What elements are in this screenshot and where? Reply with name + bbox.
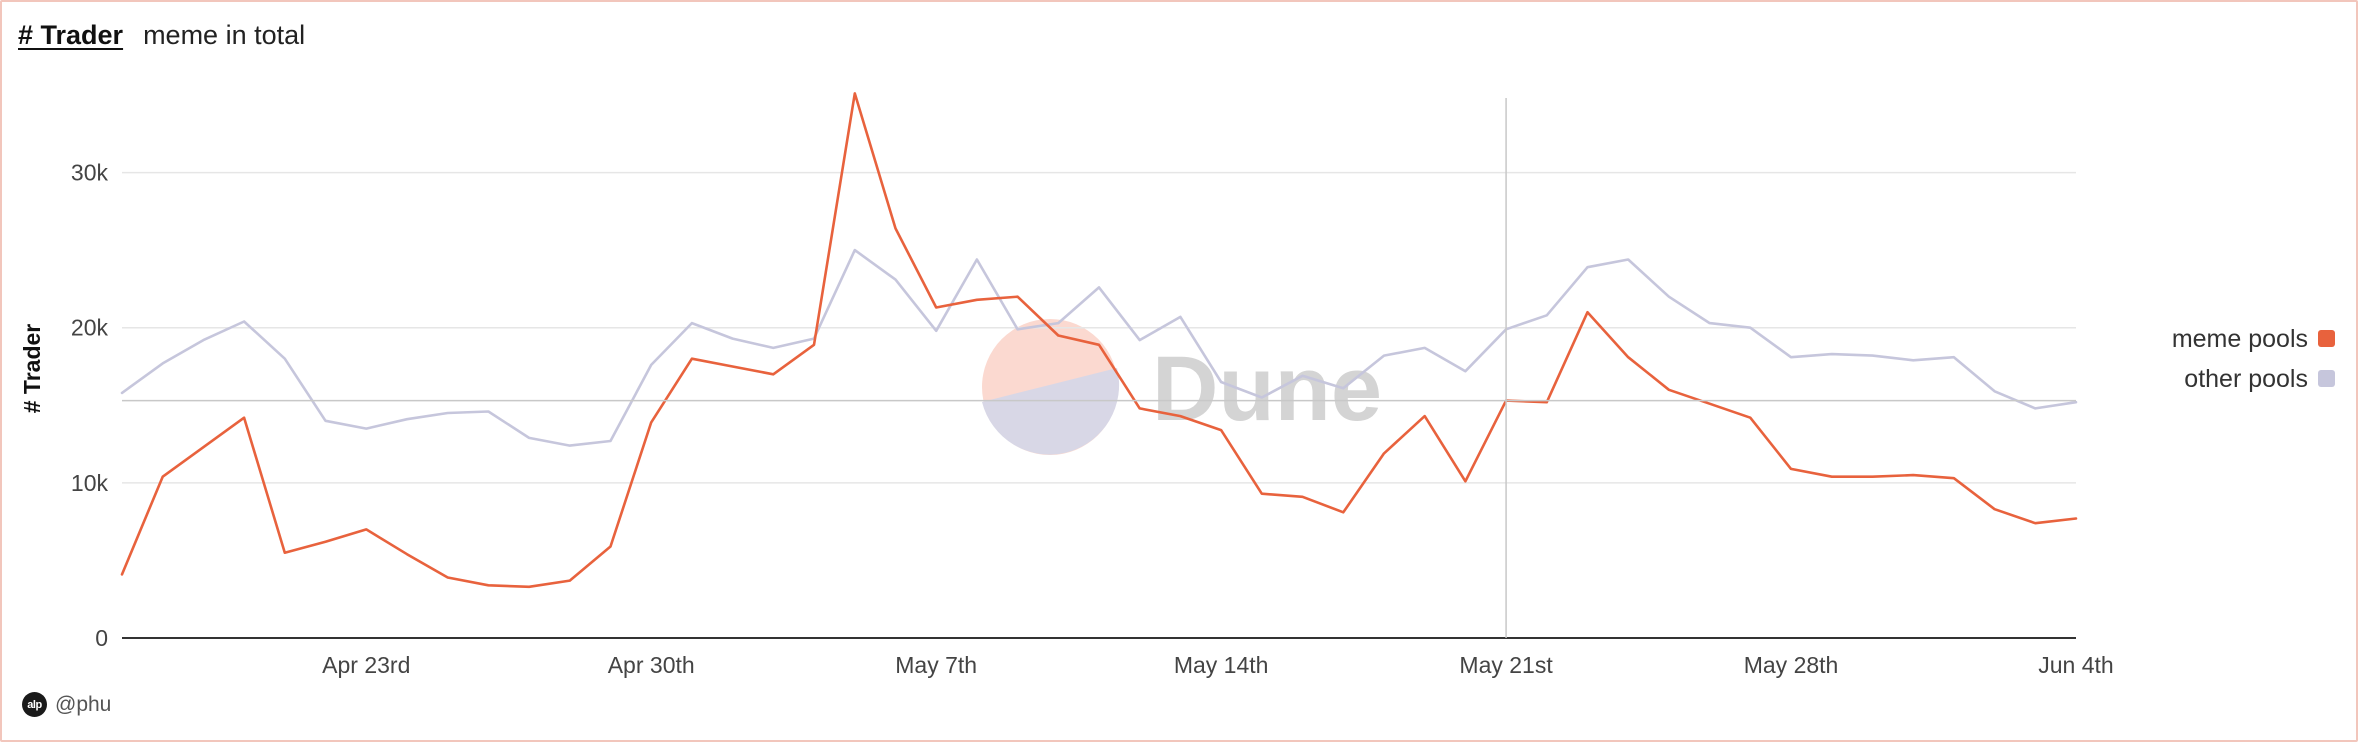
x-tick-label: May 14th (1174, 652, 1269, 678)
y-tick-label: 30k (71, 160, 109, 186)
author-avatar: alp (22, 692, 47, 717)
watermark-logo-lower-half (982, 368, 1120, 455)
x-tick-label: Apr 23rd (322, 652, 410, 678)
x-tick-label: May 7th (895, 652, 977, 678)
legend-swatch (2318, 370, 2335, 387)
author-name: @phu (55, 692, 112, 716)
x-tick-label: Apr 30th (608, 652, 695, 678)
legend-item-other-pools[interactable]: other pools (2184, 365, 2335, 393)
dune-watermark: Dune (982, 319, 1382, 455)
chart-title-link[interactable]: # Trader (18, 20, 124, 50)
y-tick-label: 0 (95, 625, 108, 651)
x-tick-label: May 21st (1459, 652, 1553, 678)
y-axis-title: # Trader (19, 324, 45, 414)
x-tick-label: May 28th (1744, 652, 1839, 678)
legend-label: other pools (2184, 365, 2308, 393)
series-line-other-pools[interactable] (120, 248, 2078, 447)
y-tick-label: 20k (71, 315, 109, 341)
chart-subtitle: meme in total (143, 20, 306, 50)
author-footer[interactable]: alp @phu (22, 692, 111, 717)
series-lines[interactable] (120, 92, 2078, 589)
legend-item-meme-pools[interactable]: meme pools (2172, 325, 2335, 353)
legend-swatch (2318, 330, 2335, 347)
x-axis-tick-labels: Apr 23rd Apr 30th May 7th May 14th May 21st M… (322, 652, 2114, 678)
chart-header: # Trader meme in total (18, 20, 305, 51)
x-tick-label: Jun 4th (2038, 652, 2113, 678)
hover-crosshair (122, 98, 2076, 638)
chart-legend[interactable]: meme pools other pools (2172, 325, 2335, 393)
legend-label: meme pools (2172, 325, 2308, 353)
watermark-text: Dune (1152, 338, 1382, 440)
y-axis-tick-labels: 0 10k 20k 30k (71, 160, 109, 651)
series-line-meme-pools[interactable] (120, 92, 2078, 589)
y-tick-label: 10k (71, 470, 109, 496)
